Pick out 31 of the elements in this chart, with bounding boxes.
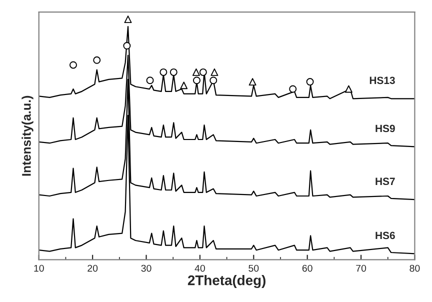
x-tick-label: 10: [34, 264, 44, 272]
point: [210, 76, 218, 84]
point: [199, 68, 207, 76]
x-tick-label: 70: [356, 264, 366, 272]
series-label: HS9: [376, 124, 395, 132]
point: [93, 56, 101, 64]
x-tick-label: 30: [141, 264, 152, 272]
x-tick-label: 40: [194, 264, 205, 272]
series-label: HS13: [370, 76, 395, 84]
y-axis-title: Intensity(a.u.): [22, 96, 34, 176]
point: [192, 76, 200, 84]
x-tick-label: 80: [410, 264, 420, 272]
series-label: HS7: [376, 178, 395, 186]
point: [170, 68, 178, 76]
point: [344, 85, 352, 93]
point: [306, 78, 314, 86]
x-axis-title: 2Theta(deg): [188, 275, 266, 288]
x-tick-label: 20: [88, 264, 98, 272]
point: [70, 61, 77, 69]
point: [180, 82, 188, 90]
x-tick-label: 50: [248, 264, 259, 272]
point: [146, 76, 154, 84]
point: [210, 68, 218, 76]
point: [248, 78, 256, 86]
point: [124, 16, 132, 24]
point: [289, 85, 297, 93]
x-tick-label: 60: [302, 264, 312, 272]
point: [192, 68, 200, 76]
series-label: HS6: [376, 232, 395, 240]
point: [123, 42, 131, 50]
point: [160, 68, 168, 76]
